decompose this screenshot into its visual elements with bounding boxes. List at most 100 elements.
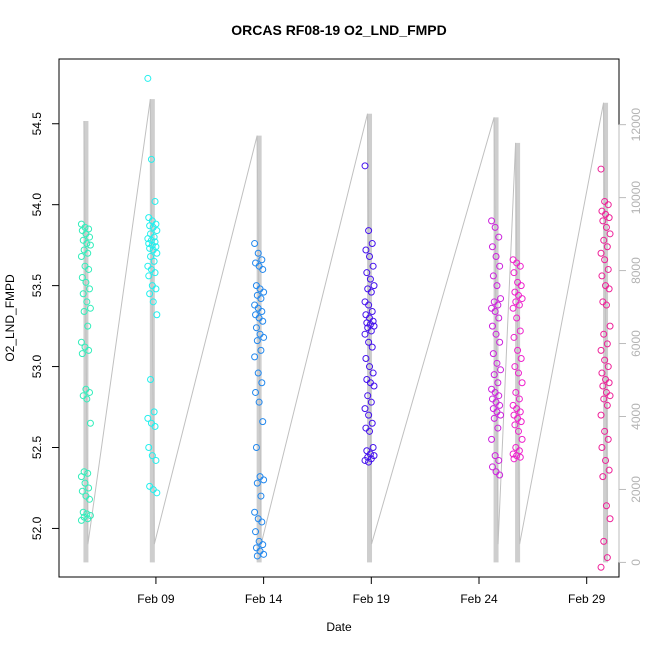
data-point [497, 295, 505, 303]
x-tick-label: Feb 19 [353, 592, 391, 606]
data-point [496, 338, 504, 346]
x-tick-label: Feb 29 [568, 592, 606, 606]
y-right-tick-label: 2000 [629, 476, 643, 503]
data-point [512, 388, 520, 396]
data-point [606, 515, 614, 523]
data-point [86, 419, 94, 427]
x-axis: Feb 09 Feb 14 Feb 19 Feb 24 Feb 29 [137, 576, 606, 606]
data-point [370, 282, 378, 290]
data-point [369, 369, 377, 377]
data-point [144, 235, 152, 243]
data-point [369, 444, 377, 451]
y-tick-label: 52.0 [30, 516, 44, 540]
x-tick-label: Feb 14 [245, 592, 283, 606]
data-point [488, 463, 496, 471]
data-point [84, 515, 92, 523]
data-point [257, 295, 265, 303]
data-point [509, 304, 517, 312]
data-point [599, 382, 607, 390]
data-point [369, 262, 377, 270]
y-axis-label: O2_LND_FMPD [3, 274, 17, 362]
data-point [361, 330, 369, 338]
data-point [604, 363, 612, 371]
data-point [492, 252, 500, 260]
data-point [491, 452, 499, 460]
data-point [153, 227, 161, 235]
data-point [152, 456, 160, 464]
data-point [151, 197, 159, 205]
data-point [603, 243, 611, 251]
data-point [600, 330, 608, 338]
data-point [600, 395, 608, 403]
data-point [150, 408, 158, 416]
data-point [604, 201, 612, 209]
data-point [492, 330, 500, 338]
data-point [598, 444, 606, 451]
data-point [147, 155, 155, 163]
data-point [149, 298, 157, 306]
data-point [251, 240, 259, 248]
data-point [252, 324, 260, 332]
data-point [81, 479, 89, 487]
data-point [254, 369, 262, 377]
data-point [145, 444, 153, 451]
data-point [514, 346, 522, 354]
data-point [599, 473, 607, 481]
data-point [86, 233, 94, 241]
data-point [510, 333, 518, 341]
data-point [153, 489, 161, 497]
data-point [597, 249, 605, 257]
data-point [509, 450, 517, 458]
data-point [252, 528, 260, 536]
data-point [151, 269, 159, 277]
data-point [153, 249, 161, 257]
data-point [495, 314, 503, 322]
data-point [497, 366, 505, 374]
data-point [597, 346, 605, 354]
y-right-tick-label: 12000 [629, 108, 643, 142]
data-point [86, 241, 94, 249]
data-point [361, 162, 369, 170]
data-point [601, 427, 609, 435]
data-point [86, 388, 94, 396]
data-point [83, 298, 91, 306]
data-point [79, 508, 87, 516]
data-point [86, 304, 94, 312]
data-point [518, 295, 526, 303]
data-point [258, 379, 266, 387]
data-point [491, 308, 499, 316]
data-point [602, 301, 610, 309]
data-point [259, 265, 267, 273]
data-point [600, 236, 608, 244]
data-point [604, 265, 612, 273]
data-point [510, 455, 518, 463]
altitude-trace [83, 99, 609, 563]
data-point [518, 379, 526, 387]
data-point [496, 262, 504, 270]
data-point [490, 371, 498, 379]
data-point [362, 246, 370, 254]
data-point [253, 479, 261, 487]
data-point [84, 469, 92, 477]
data-point [605, 466, 613, 474]
data-point [145, 240, 153, 248]
data-point [253, 552, 261, 560]
data-point [153, 311, 161, 319]
data-point [144, 414, 152, 422]
data-point [77, 516, 85, 524]
data-point [491, 223, 499, 231]
data-point [601, 256, 609, 264]
data-point [514, 427, 522, 435]
data-point [258, 256, 266, 264]
data-point [497, 411, 505, 419]
data-point [85, 346, 93, 354]
data-point [255, 398, 263, 406]
data-point [259, 541, 267, 549]
data-point [365, 301, 373, 309]
y-right-tick-label: 0 [629, 559, 643, 566]
data-point [252, 444, 260, 451]
data-point [85, 484, 93, 492]
data-point [363, 319, 371, 327]
data-point [144, 74, 152, 82]
data-point [495, 392, 503, 400]
